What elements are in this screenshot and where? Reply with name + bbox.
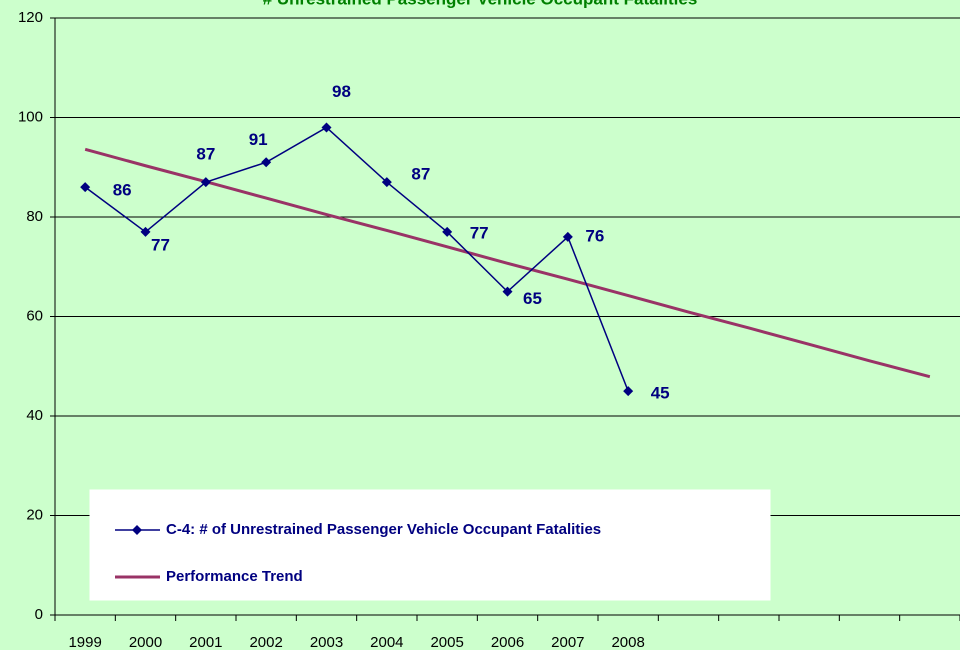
trend-line <box>84 147 931 379</box>
point-marker <box>381 177 392 188</box>
point-marker <box>321 122 332 133</box>
legend <box>89 489 771 601</box>
data-label: 76 <box>585 226 604 245</box>
x-tick-label: 2000 <box>129 634 162 650</box>
point-marker <box>562 231 573 242</box>
data-label: 65 <box>523 289 542 308</box>
data-label: 86 <box>113 181 132 200</box>
point-marker <box>502 286 513 297</box>
point-marker <box>623 386 634 397</box>
y-tick-label: 80 <box>26 208 43 225</box>
x-tick-label: 2005 <box>430 634 463 650</box>
point-marker <box>261 157 272 168</box>
x-tick-label: 2006 <box>491 634 524 650</box>
legend-marker <box>132 525 142 535</box>
x-tick-label: 2004 <box>370 634 403 650</box>
x-tick-label: 2008 <box>611 634 644 650</box>
legend-label: C-4: # of Unrestrained Passenger Vehicle… <box>166 521 601 538</box>
y-tick-label: 120 <box>18 9 43 26</box>
point-marker <box>140 226 151 237</box>
data-label: 45 <box>651 384 670 403</box>
data-label: 87 <box>196 145 215 164</box>
point-marker <box>442 226 453 237</box>
x-tick-label: 2007 <box>551 634 584 650</box>
y-tick-label: 20 <box>26 506 43 523</box>
point-marker <box>200 177 211 188</box>
data-label: 77 <box>470 223 489 242</box>
x-tick-label: 1999 <box>68 634 101 650</box>
chart-title: # Unrestrained Passenger Vehicle Occupan… <box>263 0 698 8</box>
data-label: 91 <box>249 130 268 149</box>
legend-label: Performance Trend <box>166 568 303 585</box>
x-tick-label: 2003 <box>310 634 343 650</box>
series-line <box>84 126 629 392</box>
data-label: 87 <box>411 165 430 184</box>
x-tick-label: 2001 <box>189 634 222 650</box>
data-label: 98 <box>332 82 351 101</box>
point-marker <box>80 182 91 193</box>
y-tick-label: 60 <box>26 307 43 324</box>
y-tick-label: 100 <box>18 108 43 125</box>
data-label: 77 <box>151 235 170 254</box>
y-tick-label: 40 <box>26 407 43 424</box>
y-tick-label: 0 <box>35 606 43 623</box>
x-tick-label: 2002 <box>249 634 282 650</box>
